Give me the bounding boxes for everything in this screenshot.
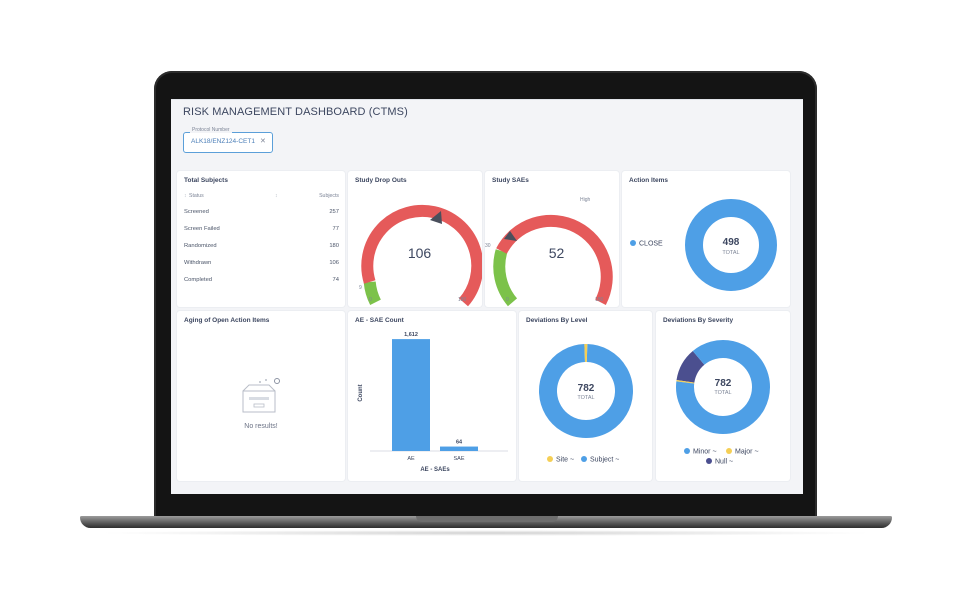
bar-value-label: 64 <box>456 440 463 446</box>
card-title: Deviations By Level <box>526 317 588 324</box>
legend-dot <box>726 448 732 454</box>
empty-box-icon <box>242 378 280 413</box>
card-title: Deviations By Severity <box>663 317 734 324</box>
card-title: AE - SAE Count <box>355 317 404 324</box>
bar-ae[interactable] <box>392 339 430 451</box>
gauge-low-mark: 9 <box>359 285 362 291</box>
gauge-high-band <box>496 214 613 306</box>
gauge-value: 52 <box>549 245 565 261</box>
donut-segment-subject[interactable] <box>539 344 633 438</box>
deviations-by-severity-card: Deviations By Severity 782 TOTAL Minor ~… <box>656 311 790 481</box>
legend-label: Subject ~ <box>590 456 620 464</box>
gauge-min-label: 0 <box>369 297 372 303</box>
column-subjects[interactable]: Subjects <box>319 193 339 199</box>
donut-total: 782 <box>715 378 732 389</box>
total-subjects-card: Total Subjects ↕ Status ↕ Subjects Scree… <box>177 171 345 307</box>
gauge-mid-mark: 30 <box>485 243 491 249</box>
laptop-shadow <box>96 530 876 536</box>
x-axis-label: AE - SAEs <box>420 467 450 473</box>
laptop-base <box>80 516 892 528</box>
study-drop-outs-card: Study Drop Outs 106 0 180 9 <box>348 171 482 307</box>
legend-dot <box>581 456 587 462</box>
gauge-needle <box>430 211 442 224</box>
donut-total: 782 <box>578 383 595 394</box>
legend-item-site[interactable]: Site ~ <box>547 456 574 464</box>
saes-gauge: 52 0 180 30 High <box>485 197 613 307</box>
status-cell: Completed <box>184 277 213 283</box>
laptop-hinge-notch <box>416 516 558 522</box>
legend-label: Minor ~ <box>693 448 717 456</box>
filter-label: Protocol Number <box>190 127 232 133</box>
card-title: Action Items <box>629 177 669 184</box>
gauge-max-label: 180 <box>458 297 467 303</box>
protocol-number-filter[interactable]: Protocol Number ALK18/ENZ124-CET1 ✕ <box>183 127 273 153</box>
filter-value: ALK18/ENZ124-CET1 <box>191 138 255 145</box>
action-items-donut: 498 TOTAL <box>685 199 777 291</box>
legend-dot <box>706 458 712 464</box>
legend-item-major[interactable]: Major ~ <box>726 448 759 456</box>
empty-state-text: No results! <box>244 423 278 430</box>
gauge-value: 106 <box>408 245 432 261</box>
action-items-card: Action Items CLOSE 498 TOTAL <box>622 171 790 307</box>
gauge-needle <box>504 231 517 241</box>
x-tick-label: AE <box>407 456 415 462</box>
gauge-high-band <box>361 204 482 307</box>
gauge-max-label: 180 <box>595 297 604 303</box>
card-title: Total Subjects <box>184 177 228 184</box>
legend-label: Site ~ <box>556 456 575 464</box>
legend-item-null[interactable]: Null ~ <box>706 458 733 466</box>
legend-item-subject[interactable]: Subject ~ <box>581 456 619 464</box>
sort-icon: ↕ <box>184 193 187 199</box>
legend-label: Null ~ <box>715 458 734 466</box>
donut-total-label: TOTAL <box>577 395 594 401</box>
legend-dot <box>547 456 553 462</box>
gauge-low-band <box>493 249 518 307</box>
donut-segment-close[interactable] <box>685 199 777 291</box>
top-divider <box>171 99 803 100</box>
close-icon[interactable]: ✕ <box>260 138 266 145</box>
subjects-cell: 257 <box>329 209 339 215</box>
legend-item-close[interactable]: CLOSE <box>630 240 663 248</box>
status-cell: Withdrawn <box>184 260 212 266</box>
drop-outs-gauge: 106 0 180 9 <box>359 204 482 307</box>
column-status[interactable]: Status <box>189 193 204 199</box>
study-saes-card: Study SAEs 52 0 180 30 High <box>485 171 619 307</box>
legend-dot <box>630 240 636 246</box>
aging-action-items-card: Aging of Open Action Items No results! <box>177 311 345 481</box>
card-title: Aging of Open Action Items <box>184 317 270 324</box>
subjects-cell: 74 <box>332 277 339 283</box>
ae-sae-bar-chart: Count AE - SAEs 1,612 AE 64 SAE <box>358 332 508 473</box>
bar-sae[interactable] <box>440 446 478 451</box>
sort-icon: ↕ <box>275 193 278 199</box>
status-cell: Screened <box>184 209 209 215</box>
subjects-cell: 180 <box>329 243 339 249</box>
gauge-low-band <box>363 281 381 306</box>
dashboard-screen: RISK MANAGEMENT DASHBOARD (CTMS) Protoco… <box>171 99 803 494</box>
card-title: Study Drop Outs <box>355 177 407 184</box>
deviations-by-level-card: Deviations By Level 782 TOTAL Site ~ Sub… <box>519 311 652 481</box>
legend-label: CLOSE <box>639 240 663 248</box>
status-cell: Randomized <box>184 243 217 249</box>
gauge-high-label: High <box>580 197 591 203</box>
y-axis-label: Count <box>358 384 364 401</box>
legend-item-minor[interactable]: Minor ~ <box>684 448 717 456</box>
legend-dot <box>684 448 690 454</box>
deviations-level-donut: 782 TOTAL <box>539 344 633 438</box>
gauge-min-label: 0 <box>506 297 509 303</box>
donut-segment-minor[interactable] <box>676 340 770 434</box>
subjects-cell: 106 <box>329 260 339 266</box>
donut-total-label: TOTAL <box>714 390 731 396</box>
card-title: Study SAEs <box>492 177 529 184</box>
status-cell: Screen Failed <box>184 226 220 232</box>
legend-label: Major ~ <box>735 448 759 456</box>
bar-value-label: 1,612 <box>404 332 418 338</box>
deviations-severity-donut: 782 TOTAL <box>676 340 770 434</box>
subjects-cell: 77 <box>332 226 339 232</box>
donut-total-label: TOTAL <box>722 250 739 256</box>
donut-total: 498 <box>723 237 740 248</box>
ae-sae-count-card: AE - SAE Count Count AE - SAEs 1,612 AE 64… <box>348 311 516 481</box>
x-tick-label: SAE <box>453 456 464 462</box>
donut-segment-null[interactable] <box>676 350 705 384</box>
page-title: RISK MANAGEMENT DASHBOARD (CTMS) <box>183 106 408 118</box>
